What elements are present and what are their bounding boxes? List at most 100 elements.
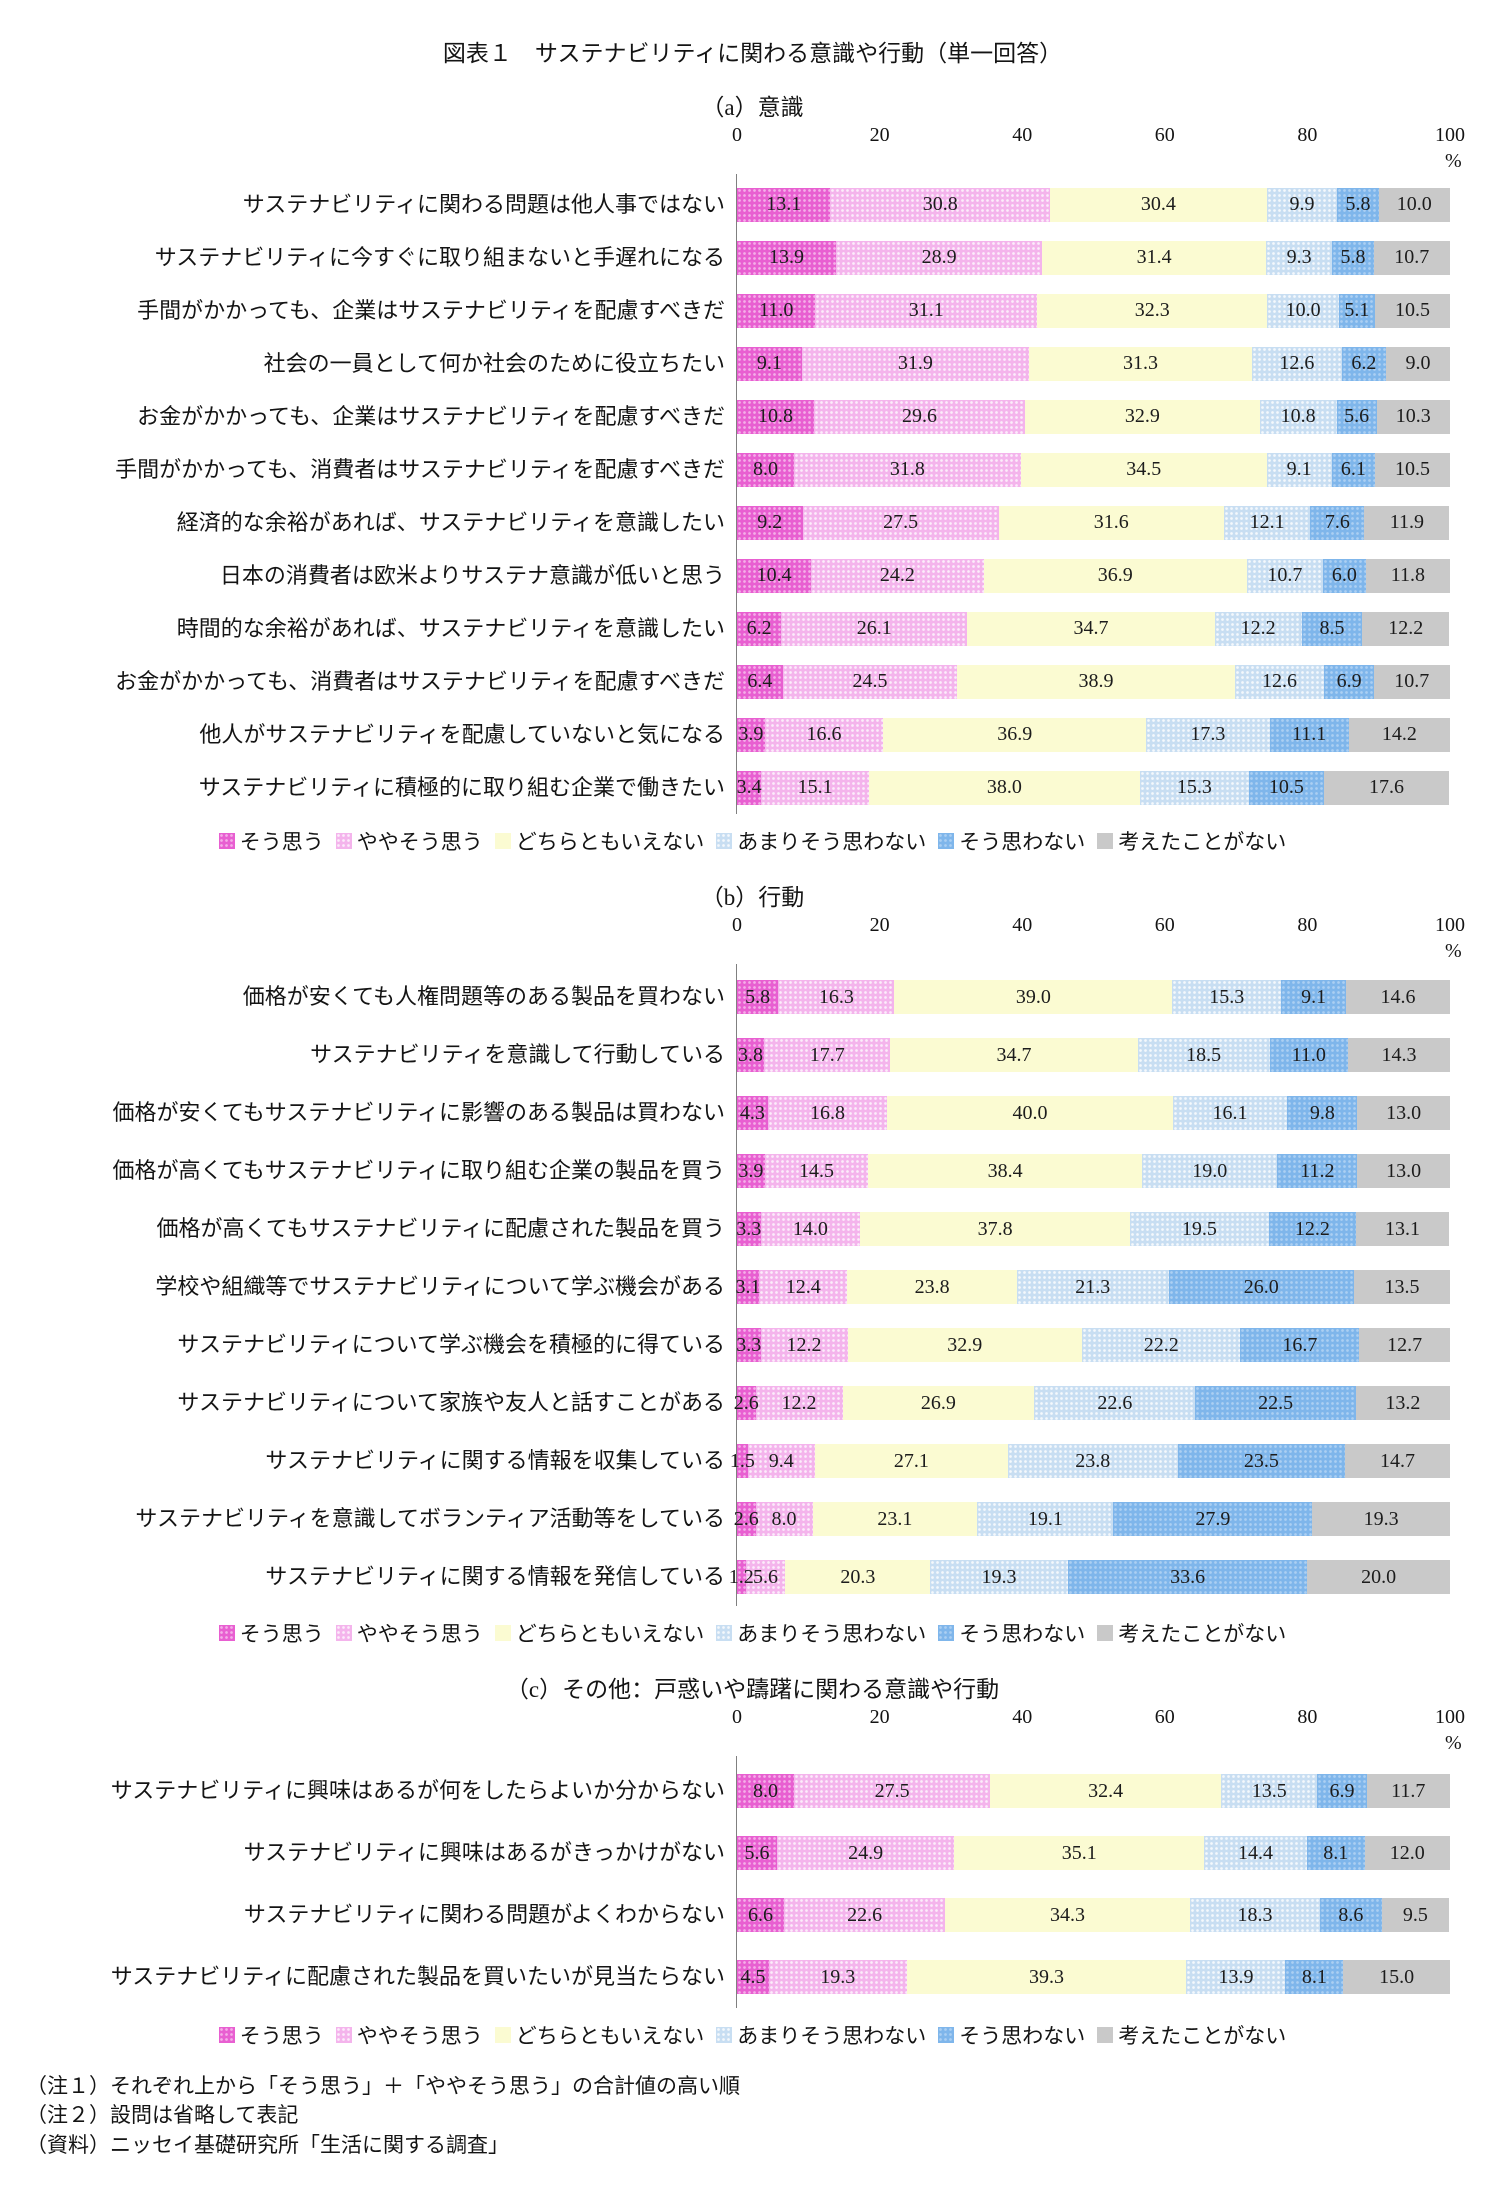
bar-segment: 31.3 <box>1029 346 1252 381</box>
axis-tick: 0 <box>732 1706 742 1728</box>
legend-item: そう思う <box>218 2020 324 2050</box>
segment-value: 19.3 <box>820 1965 856 1988</box>
segment-value: 10.5 <box>1268 776 1304 798</box>
stacked-bar: 2.6 8.0 23.1 19.1 27.9 19.3 <box>734 1502 1450 1536</box>
segment-value: 17.7 <box>809 1043 845 1066</box>
segment-value: 31.8 <box>889 458 925 480</box>
legend-swatch-icon <box>1097 1625 1114 1641</box>
legend-swatch-icon <box>1097 2027 1114 2043</box>
segment-value: 38.4 <box>987 1159 1023 1182</box>
bar-segment: 13.0 <box>1357 1096 1450 1130</box>
bar-segment: 16.3 <box>778 980 895 1014</box>
segment-value: 3.4 <box>736 776 762 798</box>
page-title: 図表１ サステナビリティに関わる意識や行動（単一回答） <box>442 41 1063 66</box>
bar-segment: 6.2 <box>1341 346 1386 381</box>
bar-segment: 22.5 <box>1195 1386 1356 1420</box>
segment-value: 16.3 <box>818 985 854 1008</box>
bar-segment: 6.6 <box>737 1898 785 1932</box>
row-label: サステナビリティを意識してボランティア活動等をしている <box>135 1506 725 1532</box>
bar-segment: 6.2 <box>737 611 782 646</box>
bar-segment: 33.6 <box>1067 1560 1308 1594</box>
bar-segment: 4.5 <box>737 1960 770 1994</box>
chart-row: 学校や組織等でサステナビリティについて学ぶ機会がある 3.1 12.4 23.8 21.… <box>0 1258 1505 1316</box>
segment-value: 10.3 <box>1395 405 1431 427</box>
segment-value: 21.3 <box>1075 1275 1111 1298</box>
bar-segment: 16.8 <box>767 1096 888 1130</box>
segment-value: 10.8 <box>1280 405 1316 427</box>
segment-value: 14.6 <box>1380 985 1416 1008</box>
chart-row: サステナビリティに関する情報を収集している 1.5 9.4 27.1 23.8 23.5 1… <box>0 1432 1505 1490</box>
segment-value: 10.7 <box>1394 670 1430 692</box>
segment-value: 15.3 <box>1176 776 1212 798</box>
segment-value: 23.8 <box>914 1275 950 1298</box>
segment-value: 13.5 <box>1384 1275 1420 1298</box>
chart-row: サステナビリティを意識して行動している 3.8 17.7 34.7 18.5 11.0 14… <box>0 1026 1505 1084</box>
bar-segment: 9.5 <box>1381 1898 1450 1932</box>
segment-value: 8.1 <box>1301 1965 1327 1988</box>
row-label: お金がかかっても、企業はサステナビリティを配慮すべきだ <box>137 403 725 429</box>
stacked-bar: 10.4 24.2 36.9 10.7 6.0 11.8 <box>737 558 1450 593</box>
stacked-bar: 3.1 12.4 23.8 21.3 26.0 13.5 <box>736 1270 1451 1304</box>
segment-value: 12.2 <box>1294 1217 1330 1240</box>
row-label: 価格が高くてもサステナビリティに配慮された製品を買う <box>156 1216 725 1242</box>
segment-value: 37.8 <box>977 1217 1013 1240</box>
row-label: サステナビリティを意識して行動している <box>310 1042 725 1068</box>
segment-value: 39.3 <box>1028 1965 1064 1988</box>
stacked-bar: 6.6 22.6 34.3 18.3 8.6 9.5 <box>737 1898 1450 1932</box>
bar-segment: 9.0 <box>1385 346 1450 381</box>
segment-value: 31.9 <box>897 352 933 374</box>
segment-value: 10.7 <box>1267 564 1303 586</box>
segment-value: 6.0 <box>1331 564 1357 586</box>
segment-value: 10.7 <box>1394 246 1430 268</box>
legend-swatch-icon <box>218 2027 235 2043</box>
legend-item: そう思わない <box>938 826 1085 856</box>
segment-value: 4.5 <box>740 1965 766 1988</box>
segment-value: 33.6 <box>1170 1565 1206 1588</box>
axis: 0 20 40 60 80 100% <box>732 912 1465 968</box>
legend-item: ややそう思う <box>335 2020 483 2050</box>
stacked-bar: 3.3 14.0 37.8 19.5 12.2 13.1 <box>736 1212 1450 1246</box>
bar-segment: 9.2 <box>737 505 803 540</box>
bar-segment: 35.1 <box>954 1836 1205 1870</box>
bar-segment: 15.3 <box>1139 770 1249 805</box>
row-label: 経済的な余裕があれば、サステナビリティを意識したい <box>176 509 725 535</box>
stacked-bar: 6.4 24.5 38.9 12.6 6.9 10.7 <box>737 664 1450 699</box>
row-label: サステナビリティについて家族や友人と話すことがある <box>177 1390 725 1416</box>
segment-value: 3.9 <box>738 1159 764 1182</box>
segment-value: 24.2 <box>879 564 915 586</box>
row-label: サステナビリティに積極的に取り組む企業で働きたい <box>198 774 725 800</box>
axis-unit-label: % <box>1444 1732 1462 1754</box>
axis-tick: 100 <box>1435 914 1465 936</box>
bar-segment: 10.0 <box>1378 187 1450 222</box>
legend-swatch-icon <box>1097 833 1114 849</box>
segment-value: 15.0 <box>1379 1965 1415 1988</box>
bar-segment: 3.9 <box>737 1154 765 1188</box>
segment-value: 38.0 <box>986 776 1022 798</box>
axis-tick: 20 <box>869 124 890 146</box>
row-label: 社会の一員として何か社会のために役立ちたい <box>263 350 725 376</box>
segment-value: 7.6 <box>1324 511 1350 533</box>
bar-segment: 18.5 <box>1137 1038 1270 1072</box>
bar-segment: 3.3 <box>736 1212 761 1246</box>
stacked-bar: 1.2 5.6 20.3 19.3 33.6 20.0 <box>729 1560 1450 1594</box>
chart-row: 価格が安くても人権問題等のある製品を買わない 5.8 16.3 39.0 15.3 9.1… <box>0 968 1505 1026</box>
segment-value: 11.9 <box>1389 511 1424 533</box>
segment-value: 13.5 <box>1251 1779 1287 1802</box>
bar-segment: 38.0 <box>868 770 1140 805</box>
stacked-bar: 3.4 15.1 38.0 15.3 10.5 17.6 <box>736 770 1450 805</box>
stacked-bar: 5.8 16.3 39.0 15.3 9.1 14.6 <box>737 980 1450 1014</box>
axis-tick: 100 <box>1435 1706 1465 1728</box>
legend-swatch-icon <box>938 833 955 849</box>
segment-value: 12.0 <box>1389 1841 1425 1864</box>
segment-value: 13.1 <box>1385 1217 1421 1240</box>
legend-label: そう思う <box>239 2024 324 2048</box>
bar-segment: 11.2 <box>1277 1154 1358 1188</box>
segment-value: 10.5 <box>1395 458 1431 480</box>
bar-segment: 10.5 <box>1375 293 1450 328</box>
segment-value: 14.3 <box>1381 1043 1417 1066</box>
bar-segment: 10.8 <box>737 399 814 434</box>
row-label: 手間がかかっても、消費者はサステナビリティを配慮すべきだ <box>115 456 725 482</box>
bar-segment: 1.2 <box>729 1560 754 1594</box>
segment-value: 23.1 <box>877 1507 913 1530</box>
segment-value: 13.9 <box>769 246 805 268</box>
